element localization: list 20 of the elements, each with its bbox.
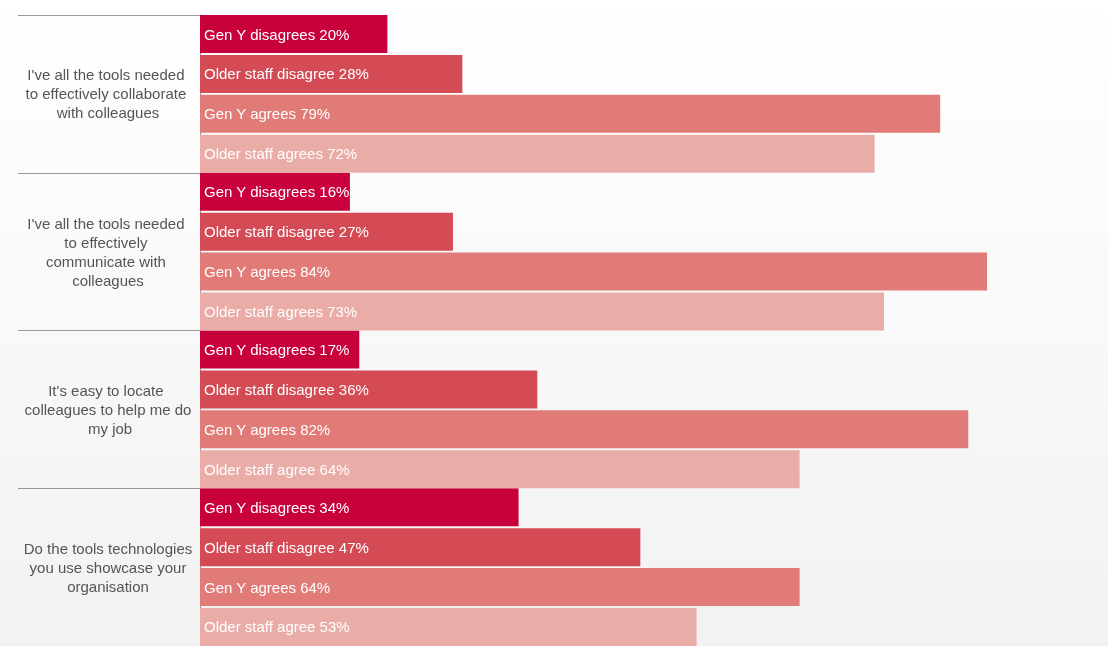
y-tick-label: I've all the tools needed to effectively communicate with colleagues — [27, 214, 189, 289]
y-tick-label: I've all the tools needed to effectively collaborate with colleagues — [25, 66, 191, 122]
data-label: Older staff agree 53% — [204, 618, 350, 636]
data-label: Older staff agree 64% — [204, 460, 350, 478]
data-label: Older staff disagree 36% — [204, 380, 369, 398]
y-tick-label: Do the tools technologies you use showcase your organisation — [23, 539, 193, 595]
data-label: Gen Y agrees 64% — [204, 578, 331, 596]
data-label: Gen Y disagrees 34% — [204, 498, 350, 516]
data-label: Older staff disagree 47% — [204, 538, 369, 556]
data-label: Gen Y agrees 79% — [204, 105, 331, 123]
data-label: Gen Y disagrees 17% — [204, 341, 350, 359]
y-tick-label: It's easy to locate colleagues to help me do my job — [24, 381, 192, 437]
data-label: Gen Y disagrees 20% — [204, 25, 350, 43]
data-label: Older staff agrees 73% — [204, 302, 358, 320]
data-label: Older staff agrees 72% — [204, 145, 358, 163]
data-label: Gen Y disagrees 16% — [204, 183, 350, 201]
data-label: Gen Y agrees 82% — [204, 420, 331, 438]
data-label: Older staff disagree 27% — [204, 223, 369, 241]
data-label: Older staff disagree 28% — [204, 65, 369, 83]
data-label: Gen Y agrees 84% — [204, 263, 331, 281]
